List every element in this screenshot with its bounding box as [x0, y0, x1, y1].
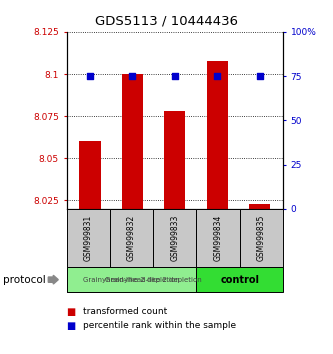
Text: GDS5113 / 10444436: GDS5113 / 10444436 — [95, 14, 238, 27]
Bar — [249, 204, 270, 209]
Text: ■: ■ — [67, 321, 76, 331]
Text: ■: ■ — [67, 307, 76, 316]
Point — [130, 73, 135, 79]
Text: GSM999833: GSM999833 — [170, 215, 179, 261]
Text: GSM999835: GSM999835 — [257, 215, 266, 261]
Bar — [79, 142, 101, 209]
Bar — [122, 74, 143, 209]
Text: percentile rank within the sample: percentile rank within the sample — [83, 321, 236, 330]
Text: protocol: protocol — [3, 275, 46, 285]
Point — [257, 73, 262, 79]
Text: Grainyhead-like 2 depletion: Grainyhead-like 2 depletion — [105, 277, 201, 282]
Text: GSM999831: GSM999831 — [84, 215, 93, 261]
Text: GSM999832: GSM999832 — [127, 215, 136, 261]
Bar — [207, 61, 228, 209]
Text: transformed count: transformed count — [83, 307, 167, 316]
Text: GSM999834: GSM999834 — [213, 215, 223, 261]
Point — [214, 73, 220, 79]
Text: Grainyhead-like 2 depletion: Grainyhead-like 2 depletion — [83, 277, 180, 282]
Point — [172, 73, 177, 79]
Point — [87, 73, 93, 79]
Bar — [164, 111, 185, 209]
Text: control: control — [220, 275, 259, 285]
